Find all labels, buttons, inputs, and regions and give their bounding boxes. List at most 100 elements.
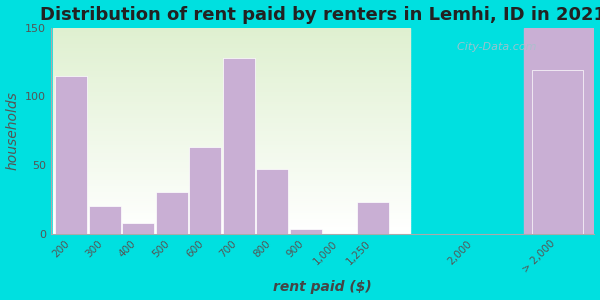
Bar <box>53 145 410 147</box>
Bar <box>53 196 410 199</box>
Bar <box>53 223 410 225</box>
Bar <box>53 46 410 49</box>
Bar <box>53 160 410 162</box>
Bar <box>53 69 410 71</box>
Bar <box>53 34 410 36</box>
Bar <box>53 61 410 63</box>
Bar <box>53 42 410 44</box>
Bar <box>53 102 410 104</box>
X-axis label: rent paid ($): rent paid ($) <box>274 280 372 294</box>
Bar <box>53 143 410 145</box>
Bar <box>53 44 410 46</box>
Bar <box>53 135 410 137</box>
Bar <box>53 110 410 112</box>
Bar <box>53 168 410 170</box>
Bar <box>53 75 410 77</box>
Bar <box>53 227 410 230</box>
Bar <box>53 129 410 131</box>
Title: Distribution of rent paid by renters in Lemhi, ID in 2021: Distribution of rent paid by renters in … <box>40 6 600 24</box>
Bar <box>53 28 410 30</box>
Bar <box>53 55 410 57</box>
Bar <box>53 30 410 32</box>
Bar <box>53 104 410 106</box>
Bar <box>256 169 289 234</box>
Bar <box>53 164 410 166</box>
Bar <box>53 114 410 116</box>
Bar <box>223 58 255 234</box>
Bar <box>53 190 410 193</box>
Bar <box>53 182 410 184</box>
Bar <box>53 85 410 88</box>
Bar <box>53 158 410 160</box>
Bar <box>53 141 410 143</box>
Text: City-Data.com: City-Data.com <box>451 42 537 52</box>
Bar <box>53 36 410 38</box>
Bar <box>53 121 410 122</box>
Bar <box>290 230 322 234</box>
Bar <box>53 71 410 73</box>
Bar <box>53 49 410 50</box>
Bar <box>53 94 410 96</box>
Bar <box>53 112 410 114</box>
Bar <box>53 50 410 52</box>
Bar <box>53 232 410 234</box>
Bar <box>53 176 410 178</box>
Bar <box>53 98 410 100</box>
Bar <box>53 38 410 40</box>
Bar <box>53 174 410 176</box>
Bar <box>53 32 410 34</box>
Bar <box>53 194 410 196</box>
Bar <box>53 92 410 94</box>
Bar <box>55 76 87 234</box>
Bar <box>53 124 410 127</box>
Y-axis label: households: households <box>5 91 20 170</box>
Bar <box>53 166 410 168</box>
Bar <box>53 211 410 213</box>
Bar <box>53 118 410 121</box>
Bar <box>53 131 410 133</box>
Bar <box>156 193 188 234</box>
Bar <box>53 65 410 67</box>
Bar <box>53 172 410 174</box>
Bar <box>53 209 410 211</box>
Bar <box>53 180 410 182</box>
Bar <box>53 221 410 223</box>
Bar <box>53 100 410 102</box>
Bar <box>53 201 410 203</box>
Bar <box>53 155 410 158</box>
Bar <box>53 203 410 205</box>
Bar <box>53 90 410 92</box>
Bar <box>53 59 410 61</box>
Bar <box>53 67 410 69</box>
Bar <box>524 28 595 234</box>
Bar <box>53 153 410 155</box>
Bar <box>53 96 410 98</box>
Bar <box>53 108 410 110</box>
Bar <box>53 217 410 219</box>
Bar <box>53 88 410 90</box>
Bar <box>53 77 410 79</box>
Bar <box>53 137 410 139</box>
Bar <box>53 122 410 124</box>
Bar <box>53 178 410 180</box>
Bar <box>53 139 410 141</box>
Bar <box>53 133 410 135</box>
Bar <box>53 57 410 59</box>
Bar <box>122 223 154 234</box>
Bar <box>53 127 410 129</box>
Bar <box>53 162 410 164</box>
Bar <box>53 40 410 42</box>
Bar <box>53 205 410 207</box>
Bar <box>53 151 410 153</box>
Bar <box>532 70 583 234</box>
Bar <box>53 230 410 232</box>
Bar <box>190 147 221 234</box>
Bar <box>53 170 410 172</box>
Bar <box>53 83 410 85</box>
Bar <box>53 213 410 215</box>
Bar <box>53 73 410 75</box>
Bar <box>53 147 410 149</box>
Bar <box>53 106 410 108</box>
Bar <box>53 52 410 55</box>
Bar <box>53 199 410 201</box>
